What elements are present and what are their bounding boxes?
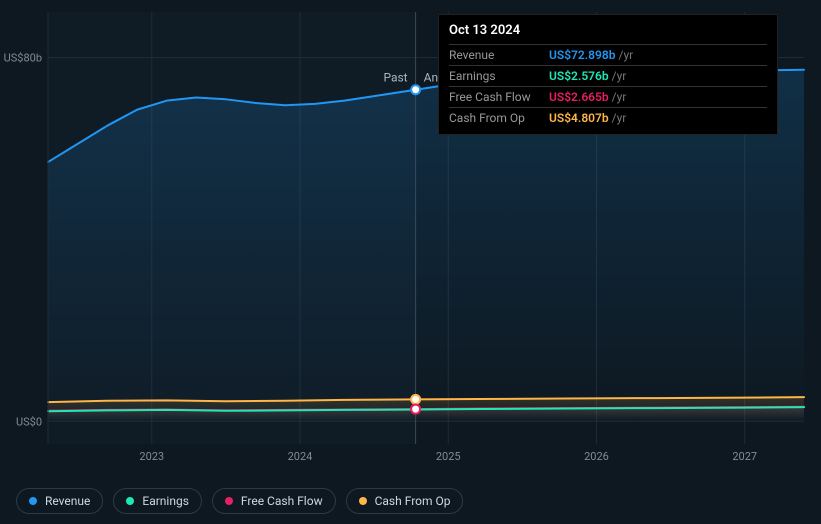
tooltip-label: Free Cash Flow bbox=[449, 90, 549, 104]
svg-text:Past: Past bbox=[383, 70, 407, 84]
legend-item-earnings[interactable]: Earnings bbox=[113, 488, 202, 514]
legend-label: Free Cash Flow bbox=[241, 494, 323, 508]
tooltip-unit: /yr bbox=[612, 69, 627, 83]
tooltip-row: RevenueUS$72.898b /yr bbox=[449, 44, 767, 65]
tooltip-value: US$2.576b bbox=[549, 69, 609, 83]
tooltip-value: US$72.898b bbox=[549, 48, 616, 62]
svg-text:2026: 2026 bbox=[584, 450, 609, 463]
legend-item-revenue[interactable]: Revenue bbox=[16, 488, 103, 514]
legend-dot bbox=[126, 497, 134, 505]
legend-label: Earnings bbox=[142, 494, 189, 508]
svg-text:US$80b: US$80b bbox=[4, 51, 42, 64]
tooltip-date: Oct 13 2024 bbox=[449, 23, 767, 38]
chart-container: PastAnalysts ForecastsUS$0US$80b20232024… bbox=[0, 0, 821, 524]
tooltip-row: Free Cash FlowUS$2.665b /yr bbox=[449, 86, 767, 107]
svg-text:2025: 2025 bbox=[436, 450, 461, 463]
tooltip-row: EarningsUS$2.576b /yr bbox=[449, 65, 767, 86]
legend-label: Revenue bbox=[45, 494, 90, 508]
tooltip-label: Cash From Op bbox=[449, 111, 549, 125]
tooltip-unit: /yr bbox=[612, 90, 627, 104]
tooltip-value: US$4.807b bbox=[549, 111, 609, 125]
svg-text:2024: 2024 bbox=[288, 450, 313, 463]
tooltip-row: Cash From OpUS$4.807b /yr bbox=[449, 107, 767, 128]
tooltip-value: US$2.665b bbox=[549, 90, 609, 104]
chart-legend: Revenue Earnings Free Cash Flow Cash From O… bbox=[16, 488, 463, 514]
chart-tooltip: Oct 13 2024 RevenueUS$72.898b /yrEarning… bbox=[438, 14, 778, 135]
legend-item-free_cash_flow[interactable]: Free Cash Flow bbox=[212, 488, 336, 514]
tooltip-label: Revenue bbox=[449, 48, 549, 62]
legend-dot bbox=[225, 497, 233, 505]
svg-text:2027: 2027 bbox=[732, 450, 757, 463]
svg-text:2023: 2023 bbox=[139, 450, 164, 463]
legend-dot bbox=[359, 497, 367, 505]
legend-label: Cash From Op bbox=[375, 494, 451, 508]
legend-item-cash_from_op[interactable]: Cash From Op bbox=[346, 488, 464, 514]
svg-text:US$0: US$0 bbox=[16, 415, 42, 428]
tooltip-label: Earnings bbox=[449, 69, 549, 83]
tooltip-unit: /yr bbox=[619, 48, 634, 62]
legend-dot bbox=[29, 497, 37, 505]
tooltip-unit: /yr bbox=[612, 111, 627, 125]
